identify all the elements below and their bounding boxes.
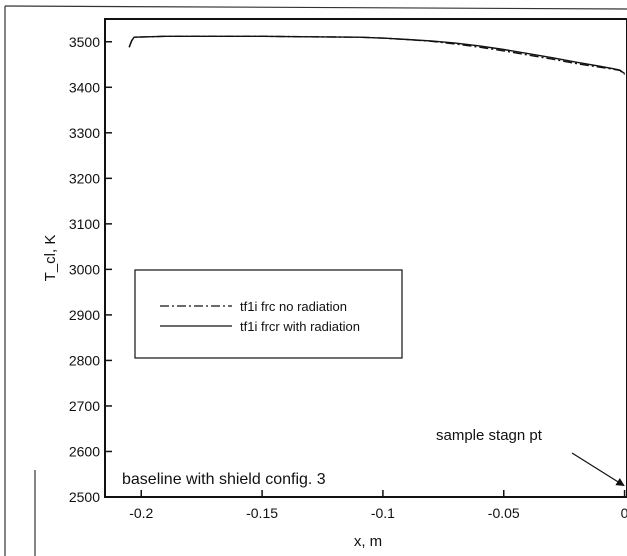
annotation-sample-stagn-pt: sample stagn pt [436, 427, 543, 444]
series-line-1 [128, 35, 626, 76]
series-line-2 [128, 35, 626, 75]
x-tick-label: -0.15 [246, 505, 278, 521]
y-tick-label: 2700 [69, 398, 100, 414]
y-axis-ticks: 2500 2600 2700 2800 2900 3000 3100 3200 3300 3400… [69, 34, 112, 505]
y-tick-label: 3100 [69, 216, 100, 232]
page-edge-top [4, 5, 627, 10]
legend-label-series-2: tf1i frcr with radiation [240, 319, 360, 334]
series-layer [128, 35, 626, 76]
x-axis-title: x, m [354, 533, 382, 550]
y-tick-label: 2900 [69, 307, 100, 323]
y-tick-label: 3500 [69, 34, 100, 50]
annotation-arrow [571, 452, 625, 487]
x-tick-label: -0.2 [129, 505, 153, 521]
y-axis-title: T_cl, K [42, 235, 59, 282]
legend-box [134, 269, 403, 359]
y-tick-label: 2800 [69, 352, 100, 368]
x-tick-label: -0.1 [371, 505, 395, 521]
legend: tf1i frc no radiation tf1i frcr with rad… [134, 269, 403, 359]
y-tick-label: 2600 [69, 443, 100, 459]
legend-label-series-1: tf1i frc no radiation [240, 299, 347, 314]
y-tick-label: 2500 [69, 489, 100, 505]
y-tick-label: 3000 [69, 261, 100, 277]
y-tick-label: 3200 [69, 170, 100, 186]
x-axis-ticks: -0.2 -0.15 -0.1 -0.05 0 [129, 490, 627, 521]
x-tick-label: -0.05 [488, 505, 520, 521]
y-tick-label: 3400 [69, 79, 100, 95]
y-tick-label: 3300 [69, 125, 100, 141]
x-tick-label: 0 [621, 505, 627, 521]
annotation-baseline-config: baseline with shield config. 3 [122, 471, 326, 488]
plot-frame [104, 18, 627, 498]
